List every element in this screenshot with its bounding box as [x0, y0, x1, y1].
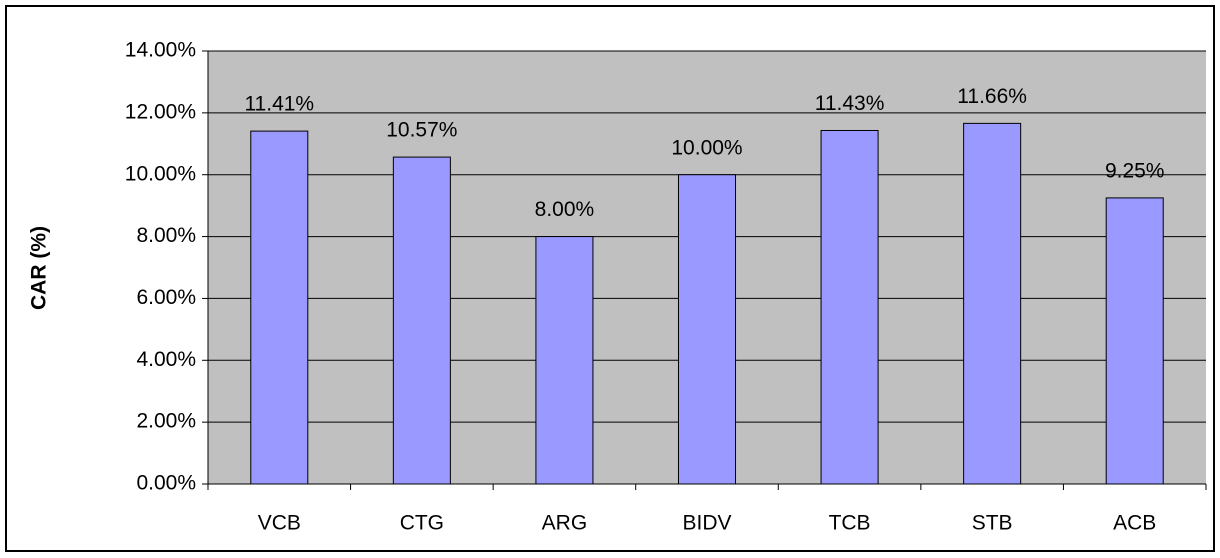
y-tick-label: 14.00% [125, 39, 196, 62]
x-tick-label: STB [972, 512, 1013, 535]
y-tick-label: 0.00% [136, 472, 196, 495]
bar [820, 129, 879, 485]
data-label: 11.41% [244, 93, 314, 116]
data-label: 10.00% [671, 136, 742, 159]
bar [250, 130, 309, 485]
y-tick-label: 6.00% [136, 286, 196, 309]
x-tick-label: CTG [400, 512, 444, 535]
bar [535, 236, 594, 485]
bar [677, 174, 737, 485]
x-tick-label: TCB [829, 512, 871, 535]
data-label: 11.66% [957, 85, 1027, 108]
y-tick-label: 10.00% [125, 162, 196, 185]
data-label: 9.25% [1105, 159, 1165, 182]
bar [1105, 197, 1164, 485]
bar [392, 156, 451, 485]
x-tick-label: ARG [542, 512, 588, 535]
data-label: 10.57% [386, 119, 457, 142]
x-tick-label: BIDV [682, 512, 731, 535]
bar [963, 122, 1022, 485]
y-tick-label: 2.00% [136, 410, 196, 433]
data-label: 8.00% [535, 198, 595, 221]
x-tick-label: VCB [258, 512, 301, 535]
y-tick-label: 4.00% [136, 348, 196, 371]
data-label: 11.43% [815, 92, 885, 115]
y-tick-label: 8.00% [136, 224, 196, 247]
x-tick-label: ACB [1113, 512, 1156, 535]
y-axis-label: CAR (%) [28, 226, 51, 310]
y-tick-label: 12.00% [125, 100, 196, 123]
